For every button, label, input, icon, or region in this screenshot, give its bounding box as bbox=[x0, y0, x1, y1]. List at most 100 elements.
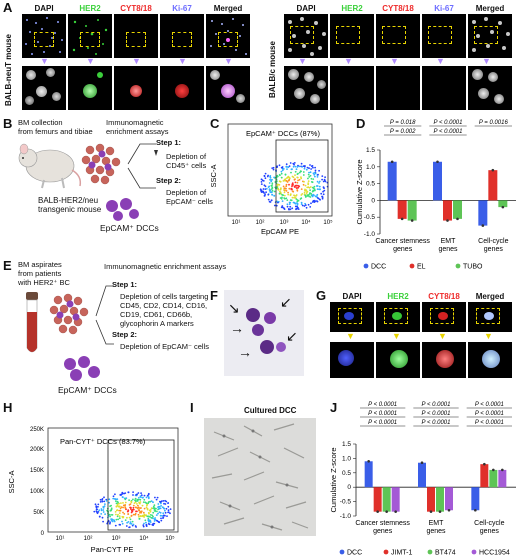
flow-event bbox=[288, 203, 291, 205]
flow-event bbox=[124, 504, 126, 507]
category-label: genes bbox=[438, 246, 458, 253]
flow-event bbox=[273, 204, 276, 207]
flow-event bbox=[281, 193, 283, 196]
flow-event bbox=[124, 501, 127, 504]
y-tick-label: -1.0 bbox=[340, 513, 352, 520]
flow-event bbox=[105, 500, 108, 502]
category-label: genes bbox=[426, 528, 446, 535]
flow-event bbox=[157, 503, 160, 505]
tile-merged-top-r bbox=[468, 14, 512, 58]
flow-event bbox=[316, 188, 319, 190]
flow-event bbox=[260, 181, 263, 183]
flow-event bbox=[300, 201, 303, 204]
flow-event bbox=[260, 183, 263, 185]
flow-event bbox=[318, 182, 320, 184]
flow-event bbox=[318, 169, 320, 172]
h-ylabel: SSC-A bbox=[7, 471, 16, 494]
flow-event bbox=[127, 521, 130, 523]
flow-event bbox=[93, 510, 96, 513]
flow-event bbox=[322, 193, 325, 196]
flow-event bbox=[102, 520, 104, 523]
flow-event bbox=[308, 176, 311, 178]
bar bbox=[418, 462, 426, 488]
flow-event bbox=[271, 167, 274, 169]
flow-event bbox=[276, 180, 278, 182]
h-gate-label: Pan-CYT⁺ DCCs (83.7%) bbox=[60, 437, 146, 446]
flow-event bbox=[120, 502, 122, 504]
flow-event bbox=[148, 523, 151, 526]
flow-event bbox=[129, 521, 132, 523]
flow-event bbox=[299, 198, 302, 200]
flow-event bbox=[144, 519, 147, 522]
tile-merged-top bbox=[206, 14, 250, 58]
flow-event bbox=[262, 188, 265, 190]
flow-event bbox=[152, 507, 155, 510]
down-arrow-icon: ▼ bbox=[392, 331, 401, 341]
data-point bbox=[420, 461, 424, 465]
zoom-box bbox=[382, 26, 406, 44]
flow-event bbox=[303, 191, 306, 194]
down-arrow-icon: ▼ bbox=[438, 331, 447, 341]
data-point bbox=[456, 217, 459, 221]
flow-event bbox=[272, 166, 275, 169]
flow-event bbox=[286, 205, 289, 208]
p-value-label: P = 0.002 bbox=[390, 129, 416, 135]
flow-event bbox=[138, 517, 141, 520]
flow-event bbox=[130, 508, 132, 510]
step1-desc-e: Depletion of cells targeting CD45, CD2, … bbox=[120, 292, 209, 328]
channel-dapi-right: DAPI bbox=[296, 4, 316, 13]
flow-event bbox=[159, 507, 162, 510]
bar bbox=[391, 487, 400, 512]
step2-label-b: Step 2: bbox=[156, 176, 182, 185]
flow-event bbox=[109, 505, 111, 508]
flow-event bbox=[300, 188, 303, 190]
arrow-icon: ↙ bbox=[280, 294, 292, 310]
flow-event bbox=[271, 186, 274, 188]
flow-event bbox=[120, 506, 123, 508]
tile-ki67-top bbox=[160, 14, 204, 58]
flow-event bbox=[123, 492, 125, 495]
immuno-text-b: Immunomagnetic enrichment assays bbox=[106, 118, 169, 136]
flow-event bbox=[127, 513, 130, 515]
flow-event bbox=[313, 185, 316, 188]
legend-marker bbox=[409, 263, 415, 269]
c-gate-label: EpCAM⁺ DCCs (87%) bbox=[246, 129, 320, 138]
flow-event bbox=[323, 189, 326, 192]
flow-event bbox=[283, 189, 285, 191]
flow-event bbox=[308, 186, 311, 189]
flow-event bbox=[115, 513, 117, 516]
flow-event bbox=[152, 505, 155, 508]
flow-event bbox=[294, 178, 296, 180]
flow-event bbox=[147, 497, 150, 500]
flow-event bbox=[114, 524, 117, 527]
down-arrow-icon: ▼ bbox=[390, 56, 399, 66]
flow-event bbox=[118, 506, 121, 508]
y-axis-label: Cumulative Z-score bbox=[355, 159, 364, 224]
flow-event bbox=[306, 194, 309, 196]
flow-event bbox=[154, 496, 156, 499]
flow-event bbox=[297, 164, 299, 167]
h-xtick: 10⁵ bbox=[165, 535, 175, 542]
flow-event bbox=[154, 517, 157, 519]
data-point bbox=[367, 459, 370, 463]
flow-event bbox=[268, 182, 271, 184]
flow-event bbox=[282, 180, 285, 182]
flow-event bbox=[103, 500, 106, 503]
flow-event bbox=[307, 180, 310, 182]
down-arrow-icon: ▼ bbox=[484, 331, 493, 341]
dcc-result-e: EpCAM⁺ DCCs bbox=[58, 385, 117, 395]
flow-event bbox=[165, 507, 168, 510]
flow-event bbox=[125, 525, 128, 527]
flow-event bbox=[121, 515, 124, 518]
flow-event bbox=[142, 501, 145, 503]
flow-event bbox=[97, 505, 99, 508]
data-point bbox=[481, 224, 485, 227]
flow-event bbox=[271, 193, 274, 196]
flow-event bbox=[303, 167, 306, 170]
flow-event bbox=[166, 515, 168, 517]
flow-event bbox=[136, 507, 139, 509]
flow-event bbox=[318, 180, 321, 183]
flow-event bbox=[294, 174, 296, 176]
flow-event bbox=[305, 168, 308, 171]
flow-event bbox=[295, 168, 298, 171]
